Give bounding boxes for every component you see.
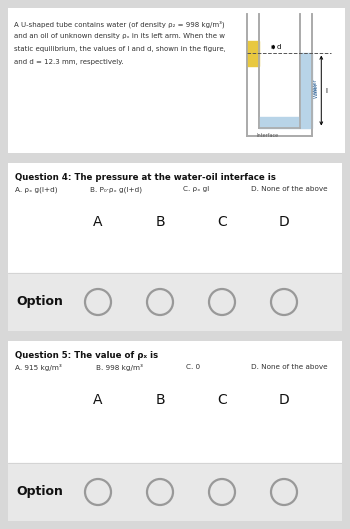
Text: static equilibrium, the values of l and d, shown in the figure, are l = 135 mm: static equilibrium, the values of l and … xyxy=(14,46,283,52)
Text: Question 5: The value of ρₓ is: Question 5: The value of ρₓ is xyxy=(15,351,158,360)
Text: d: d xyxy=(277,44,281,50)
Text: C. ρₓ gl: C. ρₓ gl xyxy=(183,186,209,192)
Text: l: l xyxy=(325,87,327,94)
Text: B: B xyxy=(155,393,165,407)
Text: A. 915 kg/m³: A. 915 kg/m³ xyxy=(15,364,62,371)
Bar xyxy=(300,52,312,129)
Text: A: A xyxy=(93,215,103,229)
Text: C: C xyxy=(217,215,227,229)
Text: Water: Water xyxy=(313,79,318,94)
Text: Interface: Interface xyxy=(256,133,278,138)
Bar xyxy=(247,41,259,66)
Text: B. P₀·ρₓ g(l+d): B. P₀·ρₓ g(l+d) xyxy=(90,186,142,193)
Text: D: D xyxy=(279,393,289,407)
Text: and d = 12.3 mm, respectively.: and d = 12.3 mm, respectively. xyxy=(14,59,124,65)
Bar xyxy=(259,117,300,129)
Text: Option: Option xyxy=(16,296,63,308)
Bar xyxy=(8,273,342,331)
Text: D. None of the above: D. None of the above xyxy=(251,364,328,370)
Text: B: B xyxy=(155,215,165,229)
Text: A: A xyxy=(93,393,103,407)
Bar xyxy=(8,463,342,521)
Text: A. ρₓ g(l+d): A. ρₓ g(l+d) xyxy=(15,186,57,193)
Text: D. None of the above: D. None of the above xyxy=(251,186,328,192)
Text: and an oil of unknown density ρₓ in its left arm. When the water and oil are in: and an oil of unknown density ρₓ in its … xyxy=(14,33,287,39)
Text: C. 0: C. 0 xyxy=(186,364,200,370)
Text: Question 4: The pressure at the water-oil interface is: Question 4: The pressure at the water-oi… xyxy=(15,173,276,182)
Text: A U-shaped tube contains water (of density ρ₂ = 998 kg/m³) in its right arm,: A U-shaped tube contains water (of densi… xyxy=(14,20,281,28)
Text: D: D xyxy=(279,215,289,229)
Text: C: C xyxy=(217,393,227,407)
Text: B. 998 kg/m³: B. 998 kg/m³ xyxy=(96,364,143,371)
Text: Option: Option xyxy=(16,486,63,498)
Text: Water: Water xyxy=(314,83,319,98)
